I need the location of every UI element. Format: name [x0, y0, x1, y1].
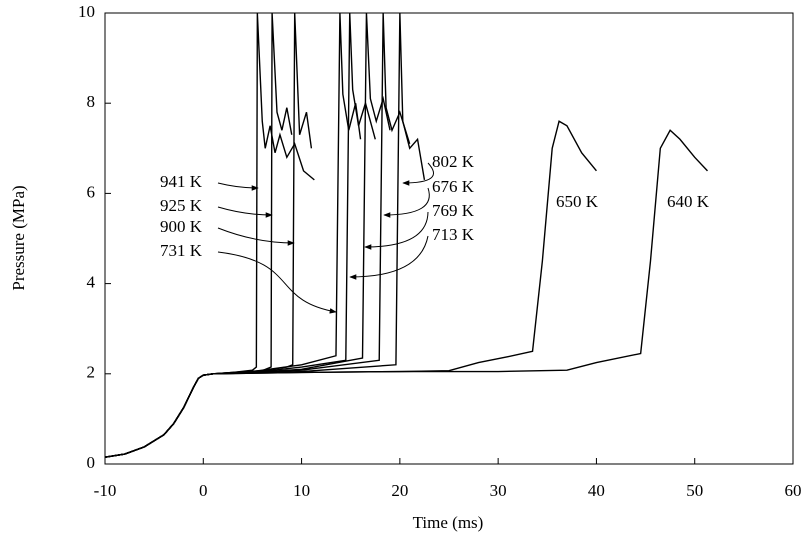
y-tick-label: 2: [87, 363, 96, 382]
trace-label: 713 K: [432, 225, 475, 244]
trace-label: 769 K: [432, 201, 475, 220]
arrow: [217, 227, 295, 246]
x-tick-label: 10: [293, 481, 310, 500]
plot-frame: [104, 12, 794, 465]
x-tick-label: 0: [199, 481, 208, 500]
trace-label: 802 K: [432, 152, 475, 171]
pressure-trace: [105, 13, 315, 458]
arrow: [349, 235, 429, 280]
arrow: [217, 251, 337, 314]
trace-label: 900 K: [160, 217, 203, 236]
pressure-trace: [105, 13, 362, 458]
x-tick-label: 50: [686, 481, 703, 500]
pressure-trace: [105, 13, 313, 458]
arrow: [364, 211, 429, 250]
y-tick-label: 10: [78, 2, 95, 21]
trace-label: 731 K: [160, 241, 203, 260]
y-tick-label: 0: [87, 453, 96, 472]
x-tick-label: 60: [785, 481, 802, 500]
x-tick-label: 30: [490, 481, 507, 500]
trace-label: 941 K: [160, 172, 203, 191]
y-tick-label: 6: [87, 182, 96, 201]
pressure-trace: [105, 13, 426, 458]
arrow: [402, 162, 434, 186]
y-tick-label: 4: [87, 273, 96, 292]
arrow: [217, 182, 259, 191]
x-tick-label: 20: [391, 481, 408, 500]
x-axis-label: Time (ms): [413, 513, 484, 532]
pressure-trace: [105, 129, 708, 458]
trace-label: 650 K: [556, 192, 599, 211]
arrow: [217, 206, 273, 218]
x-tick-label: -10: [94, 481, 117, 500]
y-axis-label: Pressure (MPa): [9, 185, 28, 290]
trace-label: 925 K: [160, 196, 203, 215]
x-tick-label: 40: [588, 481, 605, 500]
arrow: [383, 187, 430, 218]
trace-label: 640 K: [667, 192, 710, 211]
trace-label: 676 K: [432, 177, 475, 196]
y-tick-label: 8: [87, 92, 96, 111]
